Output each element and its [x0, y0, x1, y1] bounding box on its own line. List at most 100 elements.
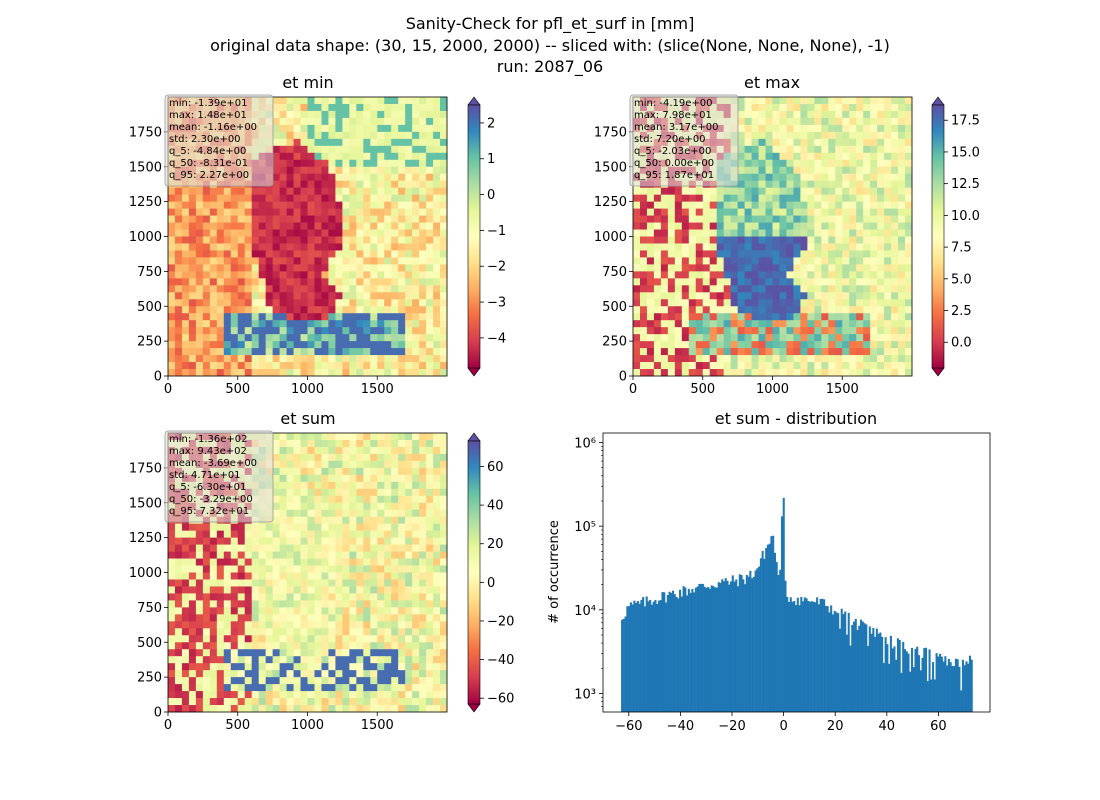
heatmap-cell — [174, 313, 183, 321]
heatmap-cell — [405, 684, 413, 692]
heatmap-cell — [370, 649, 378, 657]
heatmap-cell — [363, 264, 371, 272]
heatmap-cell — [244, 593, 253, 601]
heatmap-cell — [633, 306, 641, 314]
heatmap-cell — [244, 600, 253, 608]
heatmap-cell — [251, 663, 260, 671]
heatmap-cell — [342, 593, 350, 601]
heatmap-cell — [237, 642, 246, 650]
heatmap-cell — [363, 187, 371, 196]
heatmap-cell — [440, 614, 448, 622]
heatmap-cell — [440, 684, 448, 692]
heatmap-cell — [370, 215, 378, 223]
heatmap-cell — [349, 166, 357, 175]
heatmap-cell — [709, 299, 718, 307]
heatmap-cell — [293, 565, 301, 573]
heatmap-cell — [223, 523, 232, 532]
heatmap-cell — [730, 187, 739, 196]
heatmap-cell — [209, 558, 218, 566]
heatmap-cell — [709, 194, 718, 203]
heatmap-cell — [181, 313, 190, 321]
heatmap-cell — [279, 628, 287, 636]
colorbar-extend-max — [931, 96, 945, 106]
heatmap-cell — [307, 299, 315, 307]
heatmap-cell — [195, 348, 204, 356]
heatmap-cell — [174, 278, 183, 286]
heatmap-cell — [279, 222, 287, 230]
heatmap-cell — [258, 572, 267, 580]
heatmap-cell — [772, 355, 780, 363]
heatmap-cell — [168, 530, 176, 539]
heatmap-cell — [321, 97, 329, 105]
heatmap-cell — [251, 334, 260, 342]
heatmap-cell — [272, 453, 281, 462]
heatmap-cell — [168, 586, 176, 594]
heatmap-cell — [419, 110, 427, 119]
heatmap-cell — [405, 614, 413, 622]
heatmap-cell — [384, 565, 392, 573]
heatmap-cell — [426, 117, 434, 126]
heatmap-cell — [639, 201, 648, 210]
heatmap-cell — [251, 698, 260, 706]
heatmap-cell — [279, 348, 287, 356]
heatmap-cell — [328, 187, 336, 196]
heatmap-cell — [405, 509, 413, 518]
heatmap-cell — [849, 215, 857, 223]
heatmap-cell — [758, 236, 766, 244]
heatmap-cell — [321, 292, 329, 300]
heatmap-cell — [377, 474, 385, 483]
heatmap-cell — [426, 103, 434, 112]
heatmap-cell — [209, 222, 218, 230]
heatmap-cell — [321, 530, 329, 539]
heatmap-cell — [772, 320, 780, 328]
heatmap-cell — [293, 243, 301, 251]
heatmap-cell — [370, 334, 378, 342]
heatmap-cell — [391, 124, 399, 133]
heatmap-cell — [821, 278, 829, 286]
heatmap-cell — [646, 285, 655, 293]
heatmap-cell — [688, 215, 697, 223]
heatmap-cell — [440, 502, 448, 511]
heatmap-cell — [398, 642, 406, 650]
heatmap-cell — [398, 110, 406, 119]
heatmap-cell — [793, 236, 801, 244]
heatmap-cell — [272, 299, 281, 307]
heatmap-cell — [426, 628, 434, 636]
heatmap-cell — [779, 299, 787, 307]
heatmap-cell — [688, 348, 697, 356]
heatmap-cell — [667, 320, 676, 328]
heatmap-cell — [286, 180, 294, 189]
heatmap-cell — [870, 201, 878, 210]
heatmap-cell — [370, 635, 378, 643]
panel-title: et sum - distribution — [715, 409, 877, 428]
heatmap-cell — [674, 236, 683, 244]
heatmap-cell — [188, 705, 197, 713]
heatmap-cell — [370, 97, 378, 105]
histogram-bar — [624, 616, 627, 712]
heatmap-cell — [440, 250, 448, 258]
heatmap-cell — [168, 565, 176, 573]
heatmap-cell — [695, 327, 704, 335]
heatmap-cell — [419, 264, 427, 272]
heatmap-cell — [758, 222, 766, 230]
heatmap-cell — [244, 698, 253, 706]
heatmap-cell — [321, 264, 329, 272]
heatmap-cell — [293, 642, 301, 650]
heatmap-cell — [405, 257, 413, 265]
heatmap-cell — [230, 537, 239, 546]
heatmap-cell — [405, 299, 413, 307]
heatmap-cell — [230, 628, 239, 636]
heatmap-cell — [237, 194, 246, 203]
heatmap-cell — [363, 474, 371, 483]
heatmap-cell — [786, 327, 794, 335]
heatmap-cell — [391, 152, 399, 161]
heatmap-cell — [412, 663, 420, 671]
heatmap-cell — [426, 600, 434, 608]
heatmap-cell — [779, 159, 787, 168]
heatmap-cell — [230, 551, 239, 559]
heatmap-cell — [633, 327, 641, 335]
heatmap-cell — [286, 166, 294, 175]
heatmap-cell — [440, 152, 448, 161]
heatmap-cell — [370, 110, 378, 119]
